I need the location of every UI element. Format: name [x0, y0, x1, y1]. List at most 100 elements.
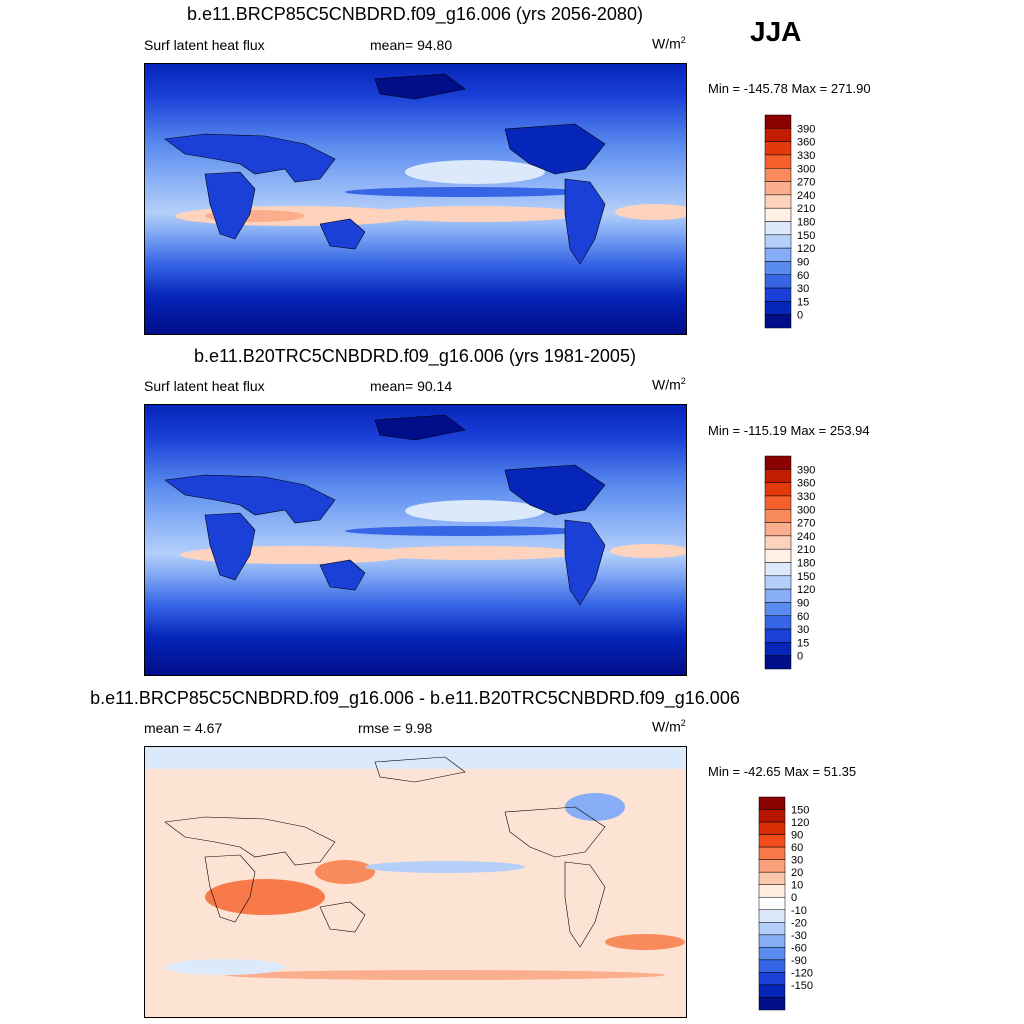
panel-3-map [144, 746, 687, 1018]
colorbar-box [758, 884, 786, 898]
colorbar-tick-label: 90 [797, 256, 809, 268]
colorbar-tick-label: 0 [797, 310, 803, 322]
colorbar-tick-label: 360 [797, 478, 815, 490]
panel-1-map-field [145, 64, 686, 334]
colorbar-box [764, 535, 792, 550]
colorbar-tick-label: 300 [797, 504, 815, 516]
colorbar-tick-label: 30 [797, 624, 809, 636]
colorbar-tick-label: 210 [797, 203, 815, 215]
colorbar-tick-label: 390 [797, 123, 815, 135]
colorbar-tick-label: 330 [797, 150, 815, 162]
colorbar-tick-label: 90 [797, 597, 809, 609]
colorbar-tick-label: 90 [791, 830, 803, 842]
colorbar-tick-label: 0 [797, 651, 803, 663]
panel-2-title: b.e11.B20TRC5CNBDRD.f09_g16.006 (yrs 198… [194, 346, 636, 366]
colorbar-box [764, 207, 792, 222]
colorbar-tick-label: -120 [791, 967, 813, 979]
colorbar-tick-label: 150 [797, 571, 815, 583]
colorbar-box [764, 234, 792, 249]
colorbar-box [758, 846, 786, 860]
colorbar-tick-label: 15 [797, 296, 809, 308]
colorbar-tick-label: 330 [797, 491, 815, 503]
colorbar-tick-label: 30 [791, 855, 803, 867]
colorbar-box [764, 261, 792, 275]
colorbar-box [764, 469, 792, 483]
colorbar-box [764, 141, 792, 156]
colorbar-box [758, 959, 786, 973]
colorbar-box [764, 482, 792, 497]
colorbar-box [758, 796, 786, 810]
panel-1-units-label: W/m2 [652, 35, 686, 52]
panel-2-map-field [145, 405, 686, 675]
panel-1-mean-label: mean= 94.80 [370, 37, 453, 53]
panel-2-colorbar: 390 360 330 300 270 240 210 180 150 120 90 60 30 15 0 [764, 455, 835, 672]
colorbar-box [758, 859, 786, 873]
colorbar-tick-label: 390 [797, 464, 815, 476]
panel-3-minmax: Min = -42.65 Max = 51.35 [708, 764, 857, 779]
panel-3-colorbar: 150 120 90 60 30 20 10 0 -10 -20 -30 -60 -90 -120 -150 [758, 796, 829, 1013]
colorbar-box [764, 114, 792, 129]
colorbar-tick-label: 180 [797, 558, 815, 570]
colorbar-box [764, 509, 792, 523]
colorbar-tick-label: 60 [797, 611, 809, 623]
colorbar-tick-label: 10 [791, 880, 803, 892]
colorbar-tick-label: 240 [797, 531, 815, 543]
panel-1-title: b.e11.BRCP85C5CNBDRD.f09_g16.006 (yrs 20… [187, 4, 643, 24]
colorbar-box [764, 575, 792, 590]
colorbar-tick-label: 120 [797, 584, 815, 596]
colorbar-tick-label: 150 [797, 230, 815, 242]
colorbar-tick-label: 120 [791, 817, 809, 829]
colorbar-box [764, 154, 792, 169]
colorbar-box [764, 247, 792, 262]
colorbar-box [764, 274, 792, 289]
colorbar-box [758, 997, 786, 1011]
colorbar-tick-label: -90 [791, 955, 807, 967]
colorbar-box [758, 871, 786, 885]
colorbar-box [764, 194, 792, 209]
colorbar-box [758, 896, 786, 911]
colorbar-box [764, 181, 792, 196]
colorbar-tick-label: 360 [797, 137, 815, 149]
colorbar-tick-label: 270 [797, 177, 815, 189]
colorbar-tick-label: -150 [791, 980, 813, 992]
colorbar-box [764, 301, 792, 315]
colorbar-box [764, 287, 792, 302]
colorbar-tick-label: 30 [797, 283, 809, 295]
panel-2-variable-label: Surf latent heat flux [144, 378, 265, 394]
colorbar-box [758, 984, 786, 998]
colorbar-box [758, 972, 786, 986]
panel-3-rmse-label: rmse = 9.98 [358, 720, 433, 736]
colorbar-tick-label: 300 [797, 163, 815, 175]
colorbar-box [764, 642, 792, 656]
colorbar-tick-label: 210 [797, 544, 815, 556]
colorbar-tick-label: 60 [791, 842, 803, 854]
colorbar-tick-label: 180 [797, 217, 815, 229]
colorbar-tick-label: 150 [791, 805, 809, 817]
colorbar-box [764, 602, 792, 616]
colorbar-box [758, 809, 786, 823]
colorbar-box [764, 615, 792, 630]
panel-3-mean-label: mean = 4.67 [144, 720, 223, 736]
colorbar-box [764, 168, 792, 182]
panel-3-units-label: W/m2 [652, 718, 686, 735]
colorbar-tick-label: 15 [797, 637, 809, 649]
colorbar-box [764, 548, 792, 563]
colorbar-box [758, 947, 786, 961]
colorbar-box [764, 562, 792, 577]
colorbar-box [764, 128, 792, 142]
colorbar-box [758, 821, 786, 835]
panel-1-minmax: Min = -145.78 Max = 271.90 [708, 81, 871, 96]
colorbar-box [758, 909, 786, 923]
panel-2-mean-label: mean= 90.14 [370, 378, 453, 394]
panel-1-variable-label: Surf latent heat flux [144, 37, 265, 53]
colorbar-box [764, 655, 792, 670]
panel-3-map-field [145, 747, 686, 1017]
colorbar-box [758, 934, 786, 948]
colorbar-box [764, 221, 792, 236]
colorbar-tick-label: 0 [791, 892, 797, 904]
colorbar-box [764, 522, 792, 537]
colorbar-tick-label: 120 [797, 243, 815, 255]
